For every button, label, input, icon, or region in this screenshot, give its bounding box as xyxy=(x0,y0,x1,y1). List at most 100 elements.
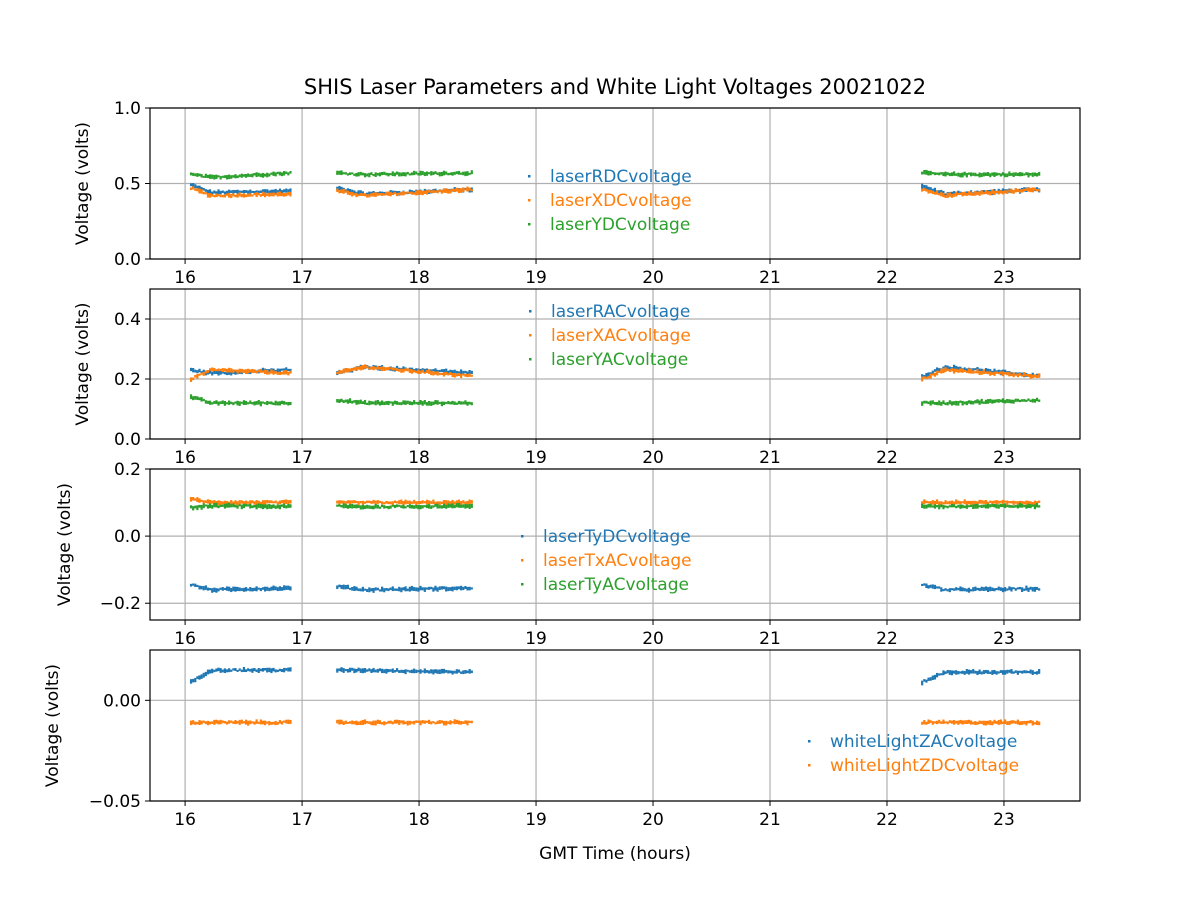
data-point xyxy=(972,401,975,405)
data-point xyxy=(923,499,926,505)
data-point xyxy=(391,401,394,406)
data-point xyxy=(987,191,990,195)
data-point xyxy=(336,371,339,375)
data-point xyxy=(955,720,958,724)
data-point xyxy=(438,669,441,675)
data-point xyxy=(406,669,409,672)
data-point xyxy=(383,171,386,175)
data-point xyxy=(453,372,456,378)
data-point xyxy=(952,193,956,197)
data-point xyxy=(236,189,239,195)
data-point xyxy=(272,370,275,375)
data-point xyxy=(1008,504,1011,508)
data-point xyxy=(206,720,210,726)
data-point xyxy=(276,368,279,373)
data-point xyxy=(989,173,992,178)
data-point xyxy=(196,584,199,587)
data-point xyxy=(952,588,956,591)
data-point xyxy=(1035,187,1039,191)
x-tick-label: 17 xyxy=(291,629,313,649)
data-point xyxy=(287,585,290,590)
data-point xyxy=(982,587,985,591)
data-point xyxy=(213,500,216,505)
data-point xyxy=(272,721,275,725)
data-point xyxy=(927,189,930,194)
data-point xyxy=(957,671,960,675)
data-point xyxy=(268,503,271,509)
data-point xyxy=(995,172,998,176)
data-point xyxy=(194,498,197,501)
data-point xyxy=(982,720,985,726)
data-point xyxy=(436,190,439,194)
data-point xyxy=(1033,586,1037,592)
data-point xyxy=(359,190,362,196)
data-point xyxy=(1014,588,1017,591)
data-point xyxy=(1008,669,1011,673)
data-point xyxy=(413,400,416,405)
data-point xyxy=(202,372,205,376)
data-point xyxy=(238,174,241,178)
data-point xyxy=(200,372,203,375)
data-point xyxy=(408,173,411,176)
data-point xyxy=(374,400,377,406)
data-point xyxy=(270,401,273,405)
data-point xyxy=(196,188,199,192)
data-point xyxy=(993,371,996,376)
data-point xyxy=(997,190,1000,195)
data-point xyxy=(468,720,471,724)
data-point xyxy=(1031,172,1034,177)
data-point xyxy=(404,669,407,675)
data-point xyxy=(249,189,252,195)
data-point xyxy=(470,503,473,508)
data-point xyxy=(230,190,233,194)
data-point xyxy=(1025,500,1028,505)
data-point xyxy=(462,586,465,591)
data-point xyxy=(451,400,454,405)
data-point xyxy=(421,500,424,504)
data-point xyxy=(1031,504,1034,507)
data-point xyxy=(436,587,439,592)
data-point xyxy=(935,672,939,678)
data-point xyxy=(385,191,388,196)
data-point xyxy=(978,172,981,178)
data-point xyxy=(391,586,394,592)
plot-frame xyxy=(149,288,1081,440)
data-point xyxy=(984,504,988,509)
data-point xyxy=(972,192,975,196)
data-point xyxy=(440,401,444,407)
data-point xyxy=(244,194,248,198)
data-point xyxy=(413,505,416,509)
data-point xyxy=(1014,504,1017,508)
data-point xyxy=(989,371,992,376)
data-point xyxy=(348,504,352,509)
data-point xyxy=(1016,719,1019,725)
data-point xyxy=(280,721,284,725)
data-point xyxy=(249,193,252,197)
data-point xyxy=(266,721,269,724)
data-point xyxy=(959,400,962,403)
data-point xyxy=(436,400,439,405)
data-point xyxy=(340,170,343,176)
data-point xyxy=(285,367,288,372)
data-point xyxy=(982,191,985,195)
data-point xyxy=(223,668,226,674)
data-point xyxy=(223,368,226,372)
data-point xyxy=(923,184,926,189)
data-point xyxy=(266,370,269,375)
data-point xyxy=(213,174,216,180)
data-point xyxy=(378,172,382,177)
data-point xyxy=(259,173,262,178)
data-point xyxy=(383,721,386,726)
data-point xyxy=(211,504,214,509)
data-point xyxy=(440,189,444,194)
data-point xyxy=(1021,720,1024,725)
data-point xyxy=(257,503,260,508)
data-point xyxy=(402,720,405,725)
data-point xyxy=(1029,173,1032,176)
data-point xyxy=(453,369,456,374)
data-point xyxy=(925,583,928,589)
data-point xyxy=(289,192,292,197)
data-point xyxy=(346,504,350,509)
data-point xyxy=(423,505,426,508)
data-point xyxy=(361,719,364,725)
